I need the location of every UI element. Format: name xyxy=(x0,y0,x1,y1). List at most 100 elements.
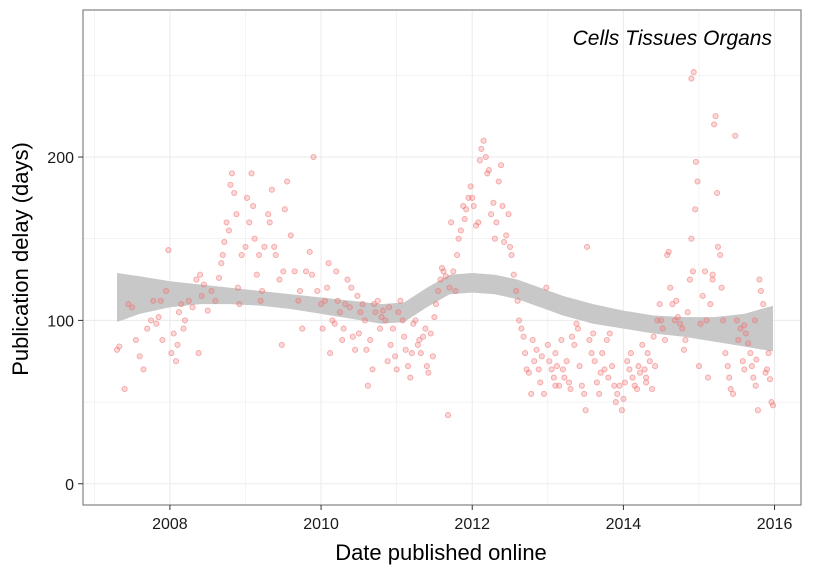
data-point xyxy=(692,158,699,165)
data-point xyxy=(197,271,204,278)
data-point xyxy=(189,304,196,311)
data-point xyxy=(745,340,752,347)
data-point xyxy=(168,350,175,357)
data-point xyxy=(565,379,573,386)
data-point xyxy=(747,350,754,357)
data-point xyxy=(643,379,650,386)
gridlines xyxy=(83,10,801,505)
data-point xyxy=(339,336,346,344)
data-point xyxy=(597,369,604,376)
data-point xyxy=(401,333,408,340)
data-point xyxy=(611,382,618,389)
data-point xyxy=(450,268,457,275)
data-point xyxy=(537,379,544,386)
data-point xyxy=(420,333,427,340)
data-point xyxy=(348,284,355,291)
data-point xyxy=(444,412,452,419)
data-point xyxy=(170,330,177,337)
chart-annotation: Cells Tissues Organs xyxy=(573,27,773,50)
data-point xyxy=(677,320,684,327)
data-point xyxy=(513,287,520,295)
data-point xyxy=(257,297,264,304)
data-point xyxy=(762,369,769,376)
data-point xyxy=(461,216,468,223)
data-point xyxy=(266,219,273,226)
data-point xyxy=(425,369,432,376)
data-point xyxy=(296,287,303,295)
data-point xyxy=(318,301,325,308)
x-tick-label: 2012 xyxy=(454,516,490,533)
data-point xyxy=(180,325,187,332)
data-point xyxy=(416,336,423,344)
x-tick-label: 2014 xyxy=(606,516,642,533)
data-point xyxy=(497,162,505,169)
data-point xyxy=(737,325,744,332)
x-tick-label: 2016 xyxy=(757,516,793,533)
data-point xyxy=(448,219,455,226)
data-point xyxy=(765,350,772,357)
data-point xyxy=(246,219,253,226)
data-point xyxy=(463,206,470,213)
data-point xyxy=(281,206,288,213)
data-point xyxy=(276,276,283,283)
data-point xyxy=(599,350,606,357)
data-point xyxy=(378,314,385,321)
axis-ticks: 2008 2010 2012 2014 2016 0 100 200 xyxy=(47,150,792,533)
data-point xyxy=(280,268,287,275)
data-point xyxy=(287,232,294,239)
data-point xyxy=(488,211,495,218)
data-point xyxy=(354,292,361,299)
data-point xyxy=(760,301,767,308)
data-point xyxy=(699,292,706,299)
data-point xyxy=(703,317,710,324)
data-point xyxy=(493,219,500,226)
data-point xyxy=(714,243,721,250)
data-point xyxy=(752,382,759,389)
data-point xyxy=(470,202,477,210)
data-point xyxy=(679,325,686,332)
data-point xyxy=(644,350,651,357)
data-point xyxy=(751,317,758,324)
smooth-confidence-band xyxy=(117,273,773,352)
data-point xyxy=(299,325,306,332)
data-point xyxy=(250,202,257,210)
data-point xyxy=(520,333,527,340)
data-point xyxy=(688,235,695,242)
x-tick-label: 2008 xyxy=(152,516,188,533)
data-point xyxy=(386,304,393,311)
data-point xyxy=(376,325,384,332)
data-point xyxy=(242,243,249,250)
data-point xyxy=(349,333,356,340)
data-point xyxy=(387,341,394,348)
data-point xyxy=(480,137,487,144)
data-point xyxy=(355,330,362,337)
x-axis-title: Date published online xyxy=(335,540,547,565)
data-point xyxy=(475,219,482,226)
data-point xyxy=(686,276,693,283)
data-point xyxy=(709,271,716,278)
data-point xyxy=(452,287,459,295)
y-tick-label: 100 xyxy=(47,313,74,330)
data-point xyxy=(251,235,258,242)
data-point xyxy=(231,189,238,197)
data-point xyxy=(711,121,718,128)
data-point xyxy=(596,390,603,397)
y-tick-label: 200 xyxy=(47,150,74,167)
data-point xyxy=(538,353,545,360)
data-point xyxy=(422,325,429,332)
data-point xyxy=(369,366,376,373)
data-point xyxy=(198,292,205,299)
data-point xyxy=(399,317,406,324)
data-point xyxy=(172,358,180,365)
data-point xyxy=(581,390,588,397)
data-point xyxy=(248,170,255,177)
data-point xyxy=(379,307,387,314)
data-point xyxy=(621,379,628,386)
data-point xyxy=(603,336,610,344)
data-point xyxy=(627,350,634,357)
data-point xyxy=(193,276,200,283)
data-point xyxy=(325,260,332,267)
data-point xyxy=(548,366,555,373)
data-point xyxy=(620,395,627,402)
data-point xyxy=(558,336,565,344)
